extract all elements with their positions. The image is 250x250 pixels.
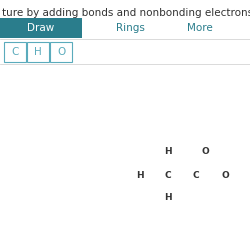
Text: O: O <box>201 148 209 156</box>
Text: C: C <box>193 170 199 179</box>
Bar <box>4 42 26 62</box>
Text: H: H <box>164 194 172 202</box>
Text: O: O <box>221 170 229 179</box>
Text: C: C <box>11 47 19 57</box>
Text: Draw: Draw <box>28 23 54 33</box>
Text: H: H <box>136 170 144 179</box>
Text: H: H <box>34 47 42 57</box>
Text: C: C <box>165 170 171 179</box>
Bar <box>50 42 72 62</box>
Bar <box>0 18 82 38</box>
Text: ture by adding bonds and nonbonding electrons.: ture by adding bonds and nonbonding elec… <box>2 8 250 18</box>
Text: O: O <box>57 47 65 57</box>
Text: Rings: Rings <box>116 23 144 33</box>
Text: More: More <box>187 23 213 33</box>
Bar <box>27 42 49 62</box>
Text: H: H <box>164 148 172 156</box>
